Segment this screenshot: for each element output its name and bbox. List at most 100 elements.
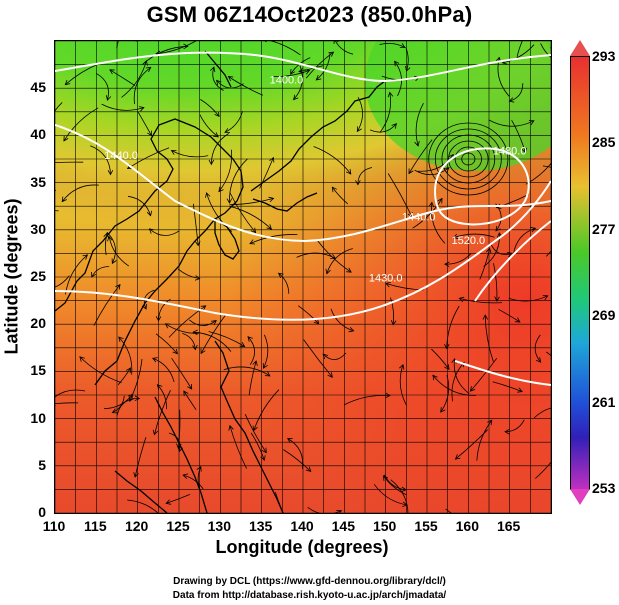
streamline — [189, 319, 217, 326]
streamline-arrow — [266, 224, 273, 230]
streamline-arrow — [327, 372, 333, 378]
y-tick-label: 15 — [30, 362, 46, 379]
streamline — [247, 336, 255, 365]
streamline-arrow — [485, 247, 492, 254]
streamline-arrow — [183, 43, 189, 50]
streamline — [273, 70, 310, 78]
streamline-arrow — [247, 336, 253, 342]
streamline — [193, 331, 232, 352]
streamline — [483, 232, 500, 267]
streamline-arrow — [444, 343, 450, 350]
y-tick-label: 35 — [30, 173, 46, 190]
streamline-arrow — [252, 360, 258, 366]
streamline — [533, 407, 551, 419]
y-tick-label: 45 — [30, 79, 46, 96]
streamline — [55, 389, 86, 398]
streamline — [316, 52, 331, 81]
x-tick-label: 110 — [42, 518, 66, 534]
streamline — [263, 334, 269, 369]
streamline — [249, 234, 298, 244]
streamline — [446, 305, 460, 349]
streamline-arrow — [330, 253, 336, 259]
contour-label: 1430.0 — [369, 273, 403, 285]
streamline-arrow — [268, 196, 275, 203]
contour-label: 1480.0 — [493, 145, 527, 157]
streamline — [117, 367, 131, 386]
streamline — [224, 111, 243, 133]
streamline — [168, 305, 206, 338]
streamline-arrow — [290, 68, 296, 75]
streamline-arrow — [325, 268, 331, 275]
streamline-arrow — [133, 472, 139, 478]
y-tick-label: 0 — [38, 504, 46, 520]
streamline-arrow — [138, 106, 145, 112]
streamline — [369, 123, 397, 133]
streamline — [137, 110, 152, 136]
streamline — [229, 205, 272, 230]
streamline-arrow — [107, 235, 113, 242]
streamline-arrow — [313, 318, 320, 325]
streamline-arrow — [208, 159, 215, 166]
streamline — [229, 192, 256, 233]
streamline-arrow — [262, 363, 268, 369]
streamline — [127, 195, 151, 216]
streamline — [248, 360, 257, 396]
colorbar-tick-label: 253 — [592, 480, 616, 496]
streamline-arrow — [517, 387, 523, 393]
map-title: GSM 06Z14Oct2023 (850.0hPa) — [146, 2, 473, 27]
streamline-arrow — [152, 357, 158, 363]
streamline-arrow — [118, 336, 124, 342]
streamline-arrow — [218, 186, 224, 193]
streamline — [228, 76, 264, 96]
streamline-arrow — [356, 126, 362, 133]
streamline-arrow — [530, 227, 537, 233]
streamline — [394, 61, 402, 97]
streamline — [63, 107, 99, 142]
streamline-arrow — [213, 132, 219, 138]
streamline — [112, 395, 125, 413]
streamline — [133, 67, 151, 105]
streamline — [451, 362, 465, 402]
streamline — [334, 41, 354, 55]
streamline — [229, 158, 248, 204]
streamline — [513, 227, 536, 254]
map-plot-area: 1400.0 1440.0 1430.0 1440.0 1520.0 1480.0 — [54, 40, 552, 514]
streamline-arrow — [469, 386, 476, 392]
colorbar-min-arrow — [570, 489, 590, 505]
streamline — [379, 92, 391, 133]
streamline-arrow — [205, 192, 211, 198]
streamline-arrow — [277, 272, 284, 279]
streamline-arrow — [192, 329, 198, 336]
streamline — [93, 284, 121, 326]
y-tick-label: 30 — [30, 220, 46, 237]
streamline — [453, 233, 495, 239]
streamline-arrow — [249, 239, 256, 245]
streamline-arrow — [331, 186, 337, 193]
contour-label: 1440.0 — [402, 211, 436, 223]
streamline — [297, 305, 319, 325]
streamline-arrow — [61, 196, 67, 203]
streamline — [493, 263, 498, 302]
streamline-arrow — [504, 428, 510, 435]
streamline — [155, 333, 178, 355]
streamline — [516, 41, 523, 57]
contour-label: 1400.0 — [270, 74, 304, 86]
streamline-arrow — [172, 348, 178, 355]
streamline-arrow — [428, 201, 435, 208]
streamline — [55, 275, 70, 288]
streamline — [296, 252, 336, 259]
streamline-arrow — [401, 486, 407, 493]
streamline — [55, 161, 84, 163]
streamline — [546, 351, 551, 357]
streamline — [208, 331, 245, 347]
streamline-arrow — [298, 67, 304, 74]
x-tick-label: 120 — [124, 518, 149, 534]
streamline — [259, 157, 274, 189]
x-tick-label: 160 — [455, 518, 480, 534]
height-contours — [55, 51, 551, 386]
streamline-arrow — [145, 66, 152, 73]
streamline — [509, 83, 524, 102]
streamline — [298, 65, 324, 72]
streamline — [250, 432, 265, 461]
streamline-arrow — [64, 79, 71, 86]
